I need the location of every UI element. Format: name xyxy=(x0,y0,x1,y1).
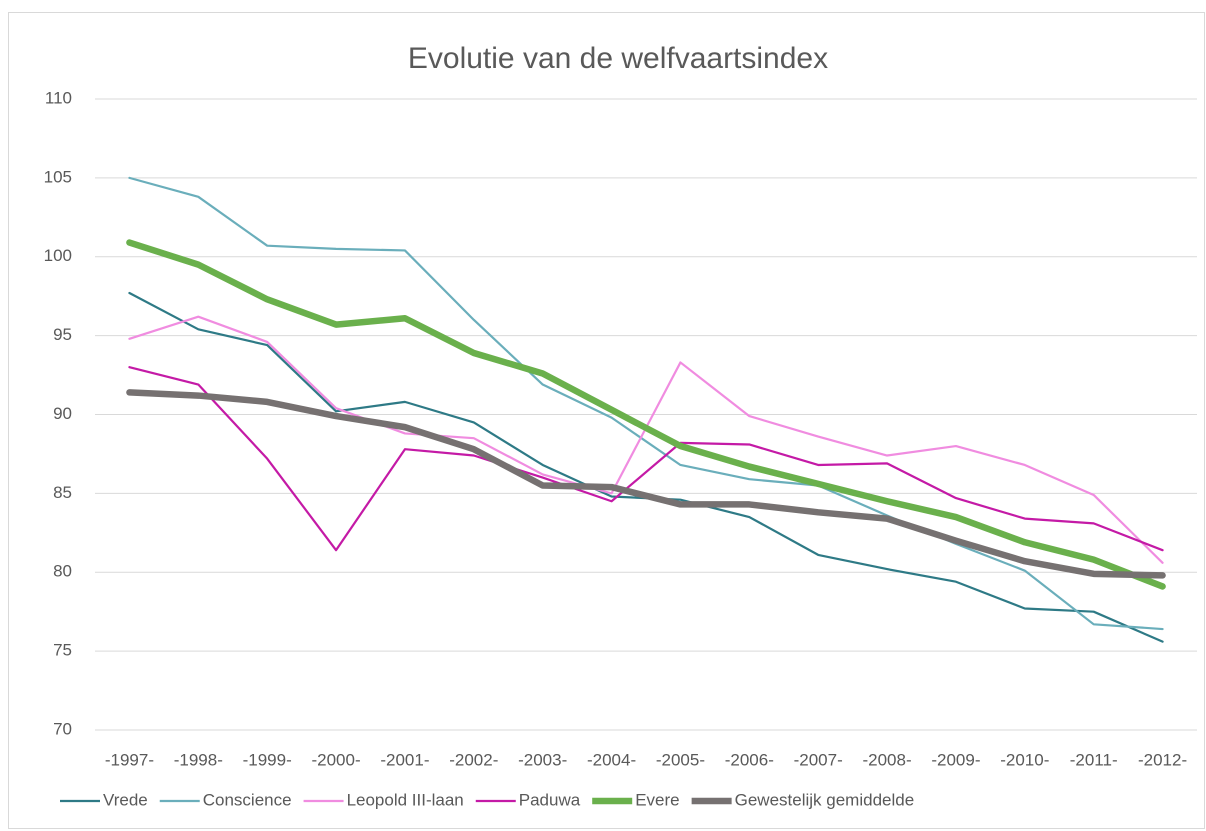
legend-label: Leopold III-laan xyxy=(347,790,464,809)
x-tick-label: -1998- xyxy=(174,750,223,769)
chart-title: Evolutie van de welfvaartsindex xyxy=(408,42,828,75)
x-tick-label: -2009- xyxy=(931,750,980,769)
y-tick-label: 100 xyxy=(44,246,72,265)
legend-label: Evere xyxy=(635,790,679,809)
x-tick-label: -2011- xyxy=(1070,750,1118,769)
legend-label: Paduwa xyxy=(519,790,581,809)
y-tick-label: 90 xyxy=(53,404,72,423)
y-tick-label: 95 xyxy=(53,325,72,344)
chart-border xyxy=(8,12,1205,829)
series-line xyxy=(126,239,1166,590)
x-tick-label: -1997- xyxy=(105,750,154,769)
y-tick-label: 75 xyxy=(53,641,72,660)
series-line xyxy=(128,366,1164,552)
y-tick-label: 70 xyxy=(53,719,72,738)
legend-label: Gewestelijk gemiddelde xyxy=(735,790,915,809)
y-tick-label: 80 xyxy=(53,562,72,581)
series-line xyxy=(128,176,1164,631)
legend-label: Vrede xyxy=(103,790,148,809)
x-tick-label: -2001- xyxy=(380,750,429,769)
x-tick-label: -2005- xyxy=(656,750,705,769)
x-tick-label: -2008- xyxy=(862,750,911,769)
x-tick-label: -2007- xyxy=(794,750,843,769)
x-tick-label: -2010- xyxy=(1000,750,1049,769)
x-tick-label: -2006- xyxy=(725,750,774,769)
x-tick-label: -2003- xyxy=(518,750,567,769)
x-tick-label: -1999- xyxy=(243,750,292,769)
y-tick-label: 105 xyxy=(44,167,72,186)
x-tick-label: -2004- xyxy=(587,750,636,769)
y-tick-label: 85 xyxy=(53,483,72,502)
series-line xyxy=(126,389,1166,579)
x-tick-label: -2012- xyxy=(1138,750,1187,769)
x-tick-label: -2002- xyxy=(449,750,498,769)
x-tick-label: -2000- xyxy=(311,750,360,769)
y-tick-label: 110 xyxy=(45,88,72,107)
legend-label: Conscience xyxy=(203,790,292,809)
